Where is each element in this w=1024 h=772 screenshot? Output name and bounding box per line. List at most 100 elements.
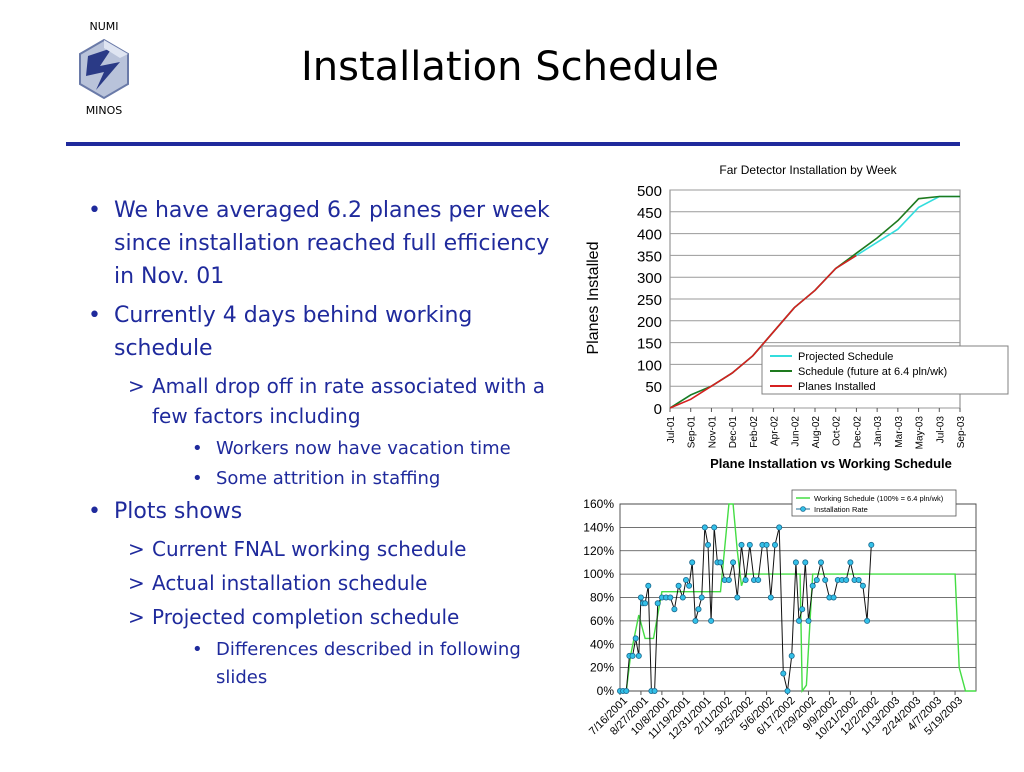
chart2-rate-point (830, 594, 837, 601)
chart1-ytick-label: 0 (654, 401, 662, 418)
chart2-rate-point (623, 687, 630, 694)
chart2-legend-marker (800, 506, 806, 512)
chart2-rate-point (738, 541, 745, 548)
chart2-rate-point (859, 582, 866, 589)
chart2-rate-point (822, 577, 829, 584)
chart2-rate-point (717, 559, 724, 566)
chart2-rate-point (755, 577, 762, 584)
numi-minos-logo: NUMI MINOS (66, 18, 142, 122)
chart2-rate-point (671, 606, 678, 613)
chart1-xtick-label: Dec-01 (728, 416, 739, 449)
chart2-rate-point (776, 524, 783, 531)
chart1-xtick-label: Feb-02 (749, 416, 760, 448)
chart2-rate-point (704, 541, 711, 548)
chart1-title: Far Detector Installation by Week (719, 163, 897, 177)
chart2-rate-point (635, 652, 642, 659)
chart2-rate-point (642, 600, 649, 607)
logo-bottom-label: MINOS (85, 104, 123, 117)
chart2-rate-point (689, 559, 696, 566)
chart1-xtick-label: Jan-03 (873, 416, 884, 447)
chart1-xtick-label: Sep-03 (956, 416, 967, 449)
chart2-rate-point (843, 577, 850, 584)
chart2-rate-point (746, 541, 753, 548)
chart2-rate-point (675, 582, 682, 589)
chart2-rate-point (792, 559, 799, 566)
chart1-xtick-label: Jul-01 (666, 416, 677, 444)
chart2-rate-point (813, 577, 820, 584)
chart1-ytick-label: 50 (645, 379, 662, 396)
chart1-legend-label: Schedule (future at 6.4 pln/wk) (798, 366, 947, 378)
chart2-rate-point (730, 559, 737, 566)
chart2-rate-point (780, 670, 787, 677)
chart2-rate-point (692, 617, 699, 624)
far-detector-chart-svg: Far Detector Installation by Week Planes… (585, 163, 1009, 450)
chart2-rate-point (799, 606, 806, 613)
chart2-working-schedule-line (620, 503, 976, 694)
chart2-ytick-label: 80% (590, 591, 614, 605)
chart2-rate-point (788, 652, 795, 659)
chart2-ytick-label: 60% (590, 614, 614, 628)
chart2-rate-point (645, 582, 652, 589)
chart2-rate-point (632, 635, 639, 642)
chart2-rate-point (805, 617, 812, 624)
sub-bullet-item: Amall drop off in rate associated with a… (84, 371, 564, 431)
chart1-xtick-label: Aug-02 (811, 416, 822, 449)
sub-sub-bullet-item: Some attrition in staffing (84, 465, 564, 493)
chart2-ytick-label: 20% (590, 661, 614, 675)
logo-top-label: NUMI (89, 20, 119, 33)
chart2-rate-point (637, 594, 644, 601)
installation-rate-chart: 0% 20% 40% 60% 80% 100% 120% 140% 160% 7/16/2001 8… (556, 486, 992, 768)
chart2-rate-point (725, 577, 732, 584)
chart2-ytick-label: 140% (583, 520, 614, 534)
chart1-ytick-label: 350 (637, 248, 662, 265)
installation-rate-chart-svg: 0%20%40%60%80%100%120%140%160%7/16/20018… (583, 489, 977, 742)
chart2-rate-point (654, 600, 661, 607)
far-detector-chart: Far Detector Installation by Week Planes… (560, 158, 1020, 474)
chart2-rate-point (683, 577, 690, 584)
chart2-title: Plane Installation vs Working Schedule (710, 456, 952, 471)
chart1-ytick-label: 250 (637, 292, 662, 309)
chart2-rate-point (767, 594, 774, 601)
chart2-rate-point (679, 594, 686, 601)
chart2-ytick-label: 160% (583, 497, 614, 511)
chart1-ytick-label: 150 (637, 336, 662, 353)
chart2-rate-point (711, 524, 718, 531)
bullet-item: Plots shows (84, 495, 564, 528)
chart2-ytick-label: 0% (597, 684, 615, 698)
chart2-ytick-label: 120% (583, 544, 614, 558)
sub-sub-bullet-item: Workers now have vacation time (84, 435, 564, 463)
chart1-xtick-label: Sep-01 (687, 416, 698, 449)
sub-bullet-item: Current FNAL working schedule (84, 534, 564, 564)
chart2-legend-label: Installation Rate (814, 505, 868, 514)
chart2-rate-point (667, 594, 674, 601)
chart1-series-line (669, 254, 857, 409)
chart1-xtick-label: Dec-02 (852, 416, 863, 449)
chart1-ytick-label: 300 (637, 270, 662, 287)
chart1-ytick-label: 450 (637, 205, 662, 222)
chart1-legend-label: Projected Schedule (798, 351, 893, 363)
chart2-rate-point (817, 559, 824, 566)
chart1-xtick-label: May-03 (915, 416, 926, 450)
chart2-rate-point (734, 594, 741, 601)
chart2-rate-point (651, 687, 658, 694)
chart2-rate-point (698, 594, 705, 601)
chart2-rate-point (847, 559, 854, 566)
chart2-rate-point (868, 541, 875, 548)
chart1-xtick-label: Mar-03 (894, 416, 905, 448)
chart2-rate-point (686, 582, 693, 589)
chart1-legend (761, 345, 1009, 395)
title-divider (66, 142, 960, 146)
chart2-rate-point (763, 541, 770, 548)
bullet-list: We have averaged 6.2 planes per week sin… (84, 194, 564, 694)
chart2-rate-point (771, 541, 778, 548)
chart1-ytick-label: 400 (637, 227, 662, 244)
chart2-rate-point (809, 582, 816, 589)
chart1-ytick-label: 200 (637, 314, 662, 331)
chart2-rate-point (802, 559, 809, 566)
slide-title: Installation Schedule (300, 44, 720, 90)
chart1-legend-label: Planes Installed (798, 381, 876, 393)
sub-bullet-item: Projected completion schedule (84, 602, 564, 632)
chart1-ytick-label: 500 (637, 183, 662, 200)
chart2-ytick-label: 40% (590, 637, 614, 651)
chart2-legend-label: Working Schedule (100% = 6.4 pln/wk) (814, 494, 944, 503)
